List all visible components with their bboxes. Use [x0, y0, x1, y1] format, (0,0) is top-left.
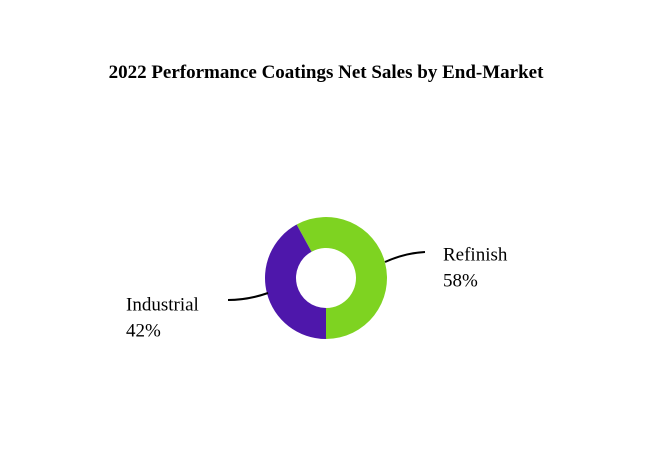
leader-line: [227, 292, 269, 301]
donut-slice: [264, 224, 326, 339]
slice-value-label: 42%: [126, 320, 161, 341]
leader-line: [384, 251, 426, 263]
chart-title: 2022 Performance Coatings Net Sales by E…: [108, 62, 544, 83]
slice-value-label: 58%: [443, 270, 478, 291]
donut-slice: [296, 217, 387, 339]
slice-label: Refinish: [443, 244, 508, 265]
slice-label: Industrial: [126, 294, 199, 315]
